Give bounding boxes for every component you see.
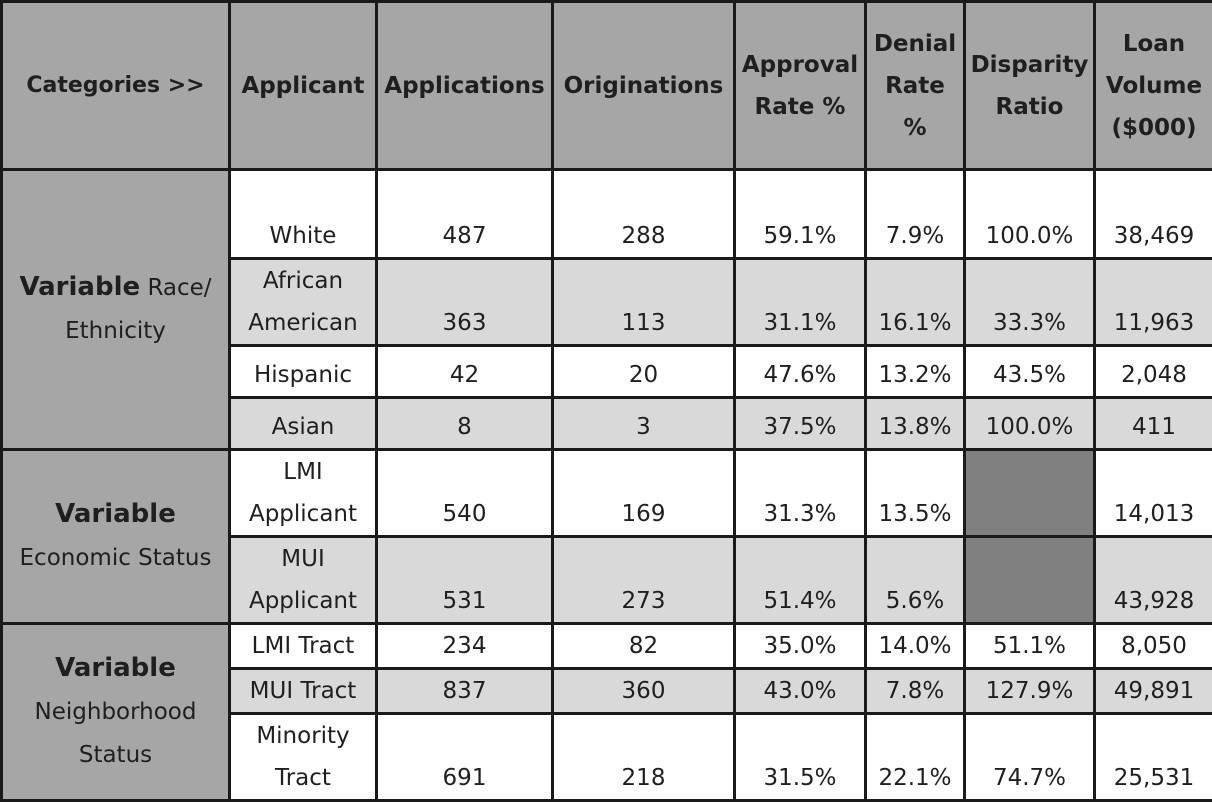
header-applicant: Applicant — [230, 2, 377, 170]
cell-loan-volume: 11,963 — [1095, 259, 1212, 346]
header-row: Categories >> Applicant Applications Ori… — [2, 2, 1212, 170]
cell-disparity-ratio-blank — [965, 537, 1095, 624]
category-economic-status: Variable Economic Status — [2, 450, 230, 624]
cell-disparity-ratio: 74.7% — [965, 714, 1095, 801]
header-approval-rate: Approval Rate % — [735, 2, 866, 170]
cell-applicant: Hispanic — [230, 346, 377, 398]
cell-applications: 8 — [377, 398, 553, 450]
cell-disparity-ratio: 100.0% — [965, 398, 1095, 450]
cell-applications: 234 — [377, 624, 553, 669]
cell-denial-rate: 22.1% — [866, 714, 965, 801]
cell-originations: 20 — [553, 346, 735, 398]
cell-applications: 42 — [377, 346, 553, 398]
cell-denial-rate: 13.8% — [866, 398, 965, 450]
cell-originations: 82 — [553, 624, 735, 669]
cell-applicant: African American — [230, 259, 377, 346]
cell-denial-rate: 14.0% — [866, 624, 965, 669]
category-variable-label: Variable — [55, 499, 176, 529]
category-race-ethnicity: Variable Race/ Ethnicity — [2, 170, 230, 450]
cell-applicant: Asian — [230, 398, 377, 450]
cell-originations: 288 — [553, 170, 735, 259]
cell-loan-volume: 2,048 — [1095, 346, 1212, 398]
cell-applicant: LMI Tract — [230, 624, 377, 669]
cell-applicant: MUI Tract — [230, 669, 377, 714]
category-label: Economic Status — [20, 545, 212, 571]
cell-approval-rate: 43.0% — [735, 669, 866, 714]
table-row: Variable Economic Status LMI Applicant 5… — [2, 450, 1212, 537]
cell-originations: 113 — [553, 259, 735, 346]
header-categories: Categories >> — [2, 2, 230, 170]
cell-applicant: White — [230, 170, 377, 259]
cell-applicant: MUI Applicant — [230, 537, 377, 624]
header-disparity-ratio: Disparity Ratio — [965, 2, 1095, 170]
category-variable-label: Variable — [19, 272, 140, 302]
cell-approval-rate: 31.3% — [735, 450, 866, 537]
cell-disparity-ratio: 127.9% — [965, 669, 1095, 714]
cell-originations: 360 — [553, 669, 735, 714]
cell-approval-rate: 51.4% — [735, 537, 866, 624]
cell-denial-rate: 13.2% — [866, 346, 965, 398]
cell-denial-rate: 5.6% — [866, 537, 965, 624]
cell-loan-volume: 43,928 — [1095, 537, 1212, 624]
header-loan-volume: Loan Volume ($000) — [1095, 2, 1212, 170]
cell-disparity-ratio-blank — [965, 450, 1095, 537]
cell-applications: 837 — [377, 669, 553, 714]
cell-originations: 218 — [553, 714, 735, 801]
header-originations: Originations — [553, 2, 735, 170]
cell-originations: 169 — [553, 450, 735, 537]
cell-disparity-ratio: 43.5% — [965, 346, 1095, 398]
cell-applications: 531 — [377, 537, 553, 624]
cell-approval-rate: 31.5% — [735, 714, 866, 801]
cell-originations: 3 — [553, 398, 735, 450]
cell-disparity-ratio: 33.3% — [965, 259, 1095, 346]
cell-approval-rate: 35.0% — [735, 624, 866, 669]
category-variable-label: Variable — [55, 653, 176, 683]
cell-approval-rate: 31.1% — [735, 259, 866, 346]
cell-applicant: Minority Tract — [230, 714, 377, 801]
cell-denial-rate: 13.5% — [866, 450, 965, 537]
table-row: Variable Neighborhood Status LMI Tract 2… — [2, 624, 1212, 669]
cell-approval-rate: 59.1% — [735, 170, 866, 259]
header-denial-rate: Denial Rate % — [866, 2, 965, 170]
cell-loan-volume: 38,469 — [1095, 170, 1212, 259]
cell-loan-volume: 411 — [1095, 398, 1212, 450]
table-row: Variable Race/ Ethnicity White 487 288 5… — [2, 170, 1212, 259]
cell-applications: 540 — [377, 450, 553, 537]
cell-applications: 363 — [377, 259, 553, 346]
category-label: Neighborhood Status — [35, 699, 197, 768]
cell-applicant: LMI Applicant — [230, 450, 377, 537]
cell-approval-rate: 37.5% — [735, 398, 866, 450]
cell-denial-rate: 7.9% — [866, 170, 965, 259]
cell-denial-rate: 16.1% — [866, 259, 965, 346]
cell-applications: 487 — [377, 170, 553, 259]
cell-loan-volume: 25,531 — [1095, 714, 1212, 801]
cell-disparity-ratio: 51.1% — [965, 624, 1095, 669]
cell-loan-volume: 8,050 — [1095, 624, 1212, 669]
cell-denial-rate: 7.8% — [866, 669, 965, 714]
cell-loan-volume: 14,013 — [1095, 450, 1212, 537]
cell-loan-volume: 49,891 — [1095, 669, 1212, 714]
category-neighborhood-status: Variable Neighborhood Status — [2, 624, 230, 801]
cell-originations: 273 — [553, 537, 735, 624]
header-applications: Applications — [377, 2, 553, 170]
cell-applications: 691 — [377, 714, 553, 801]
cell-approval-rate: 47.6% — [735, 346, 866, 398]
cell-disparity-ratio: 100.0% — [965, 170, 1095, 259]
